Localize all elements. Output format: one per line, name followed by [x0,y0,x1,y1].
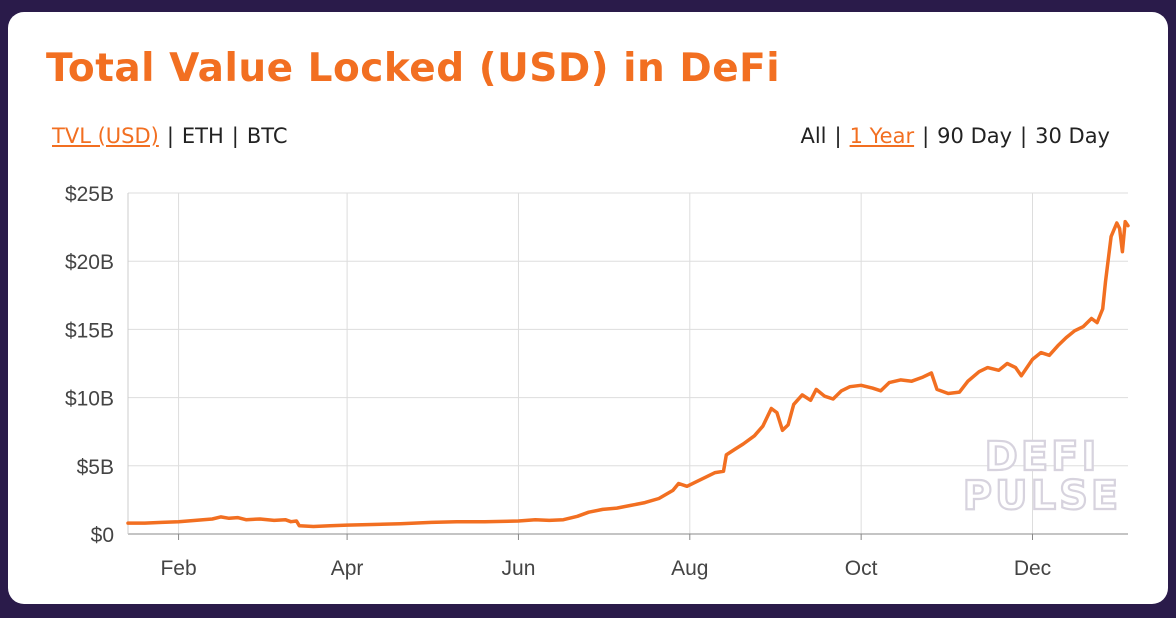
x-tick-label: Aug [671,557,708,580]
range-30-day[interactable]: 30 Day [1035,124,1110,148]
y-tick-label: $0 [91,524,114,547]
x-tick-label: Oct [845,557,878,580]
x-tick-label: Feb [160,557,196,580]
watermark-line-1: DEFI [985,434,1100,480]
chart-grid [127,192,1128,540]
y-tick-label: $5B [77,456,114,479]
defi-pulse-watermark: DEFI PULSE [962,433,1121,520]
chart-title: Total Value Locked (USD) in DeFi [46,46,781,91]
y-tick-label: $25B [65,183,114,206]
x-tick-label: Apr [331,557,364,580]
x-tick-label: Jun [502,557,536,580]
series-group [126,219,1130,529]
toggle-btc[interactable]: BTC [246,124,288,148]
range-90-day[interactable]: 90 Day [937,124,1013,148]
range-toggle-group: All | 1 Year | 90 Day | 30 Day [800,124,1110,148]
separator: | [834,124,842,148]
axis-labels: $0 $5B $10B $15B $20B $25B Feb Apr Jun Aug Oct Dec [65,183,1051,580]
range-1-year[interactable]: 1 Year [849,124,915,148]
separator: | [166,124,174,148]
toggle-tvl-usd[interactable]: TVL (USD) [52,124,159,148]
range-all[interactable]: All [800,124,827,148]
tvl-line-chart: DEFI PULSE $0 $5B $10B $15B $20B $25B Feb Apr Ju… [65,183,1130,580]
y-tick-label: $15B [65,319,114,342]
metric-toggle-group: TVL (USD) | ETH | BTC [52,124,288,148]
y-tick-label: $10B [65,388,114,411]
y-tick-label: $20B [65,251,114,274]
separator: | [1020,124,1028,148]
separator: | [231,124,239,148]
toggle-eth[interactable]: ETH [181,124,224,148]
separator: | [922,124,930,148]
x-tick-label: Dec [1014,557,1051,580]
tvl-series-line [126,219,1130,529]
watermark-line-2: PULSE [963,473,1121,519]
chart-card: Total Value Locked (USD) in DeFi TVL (US… [8,12,1168,604]
